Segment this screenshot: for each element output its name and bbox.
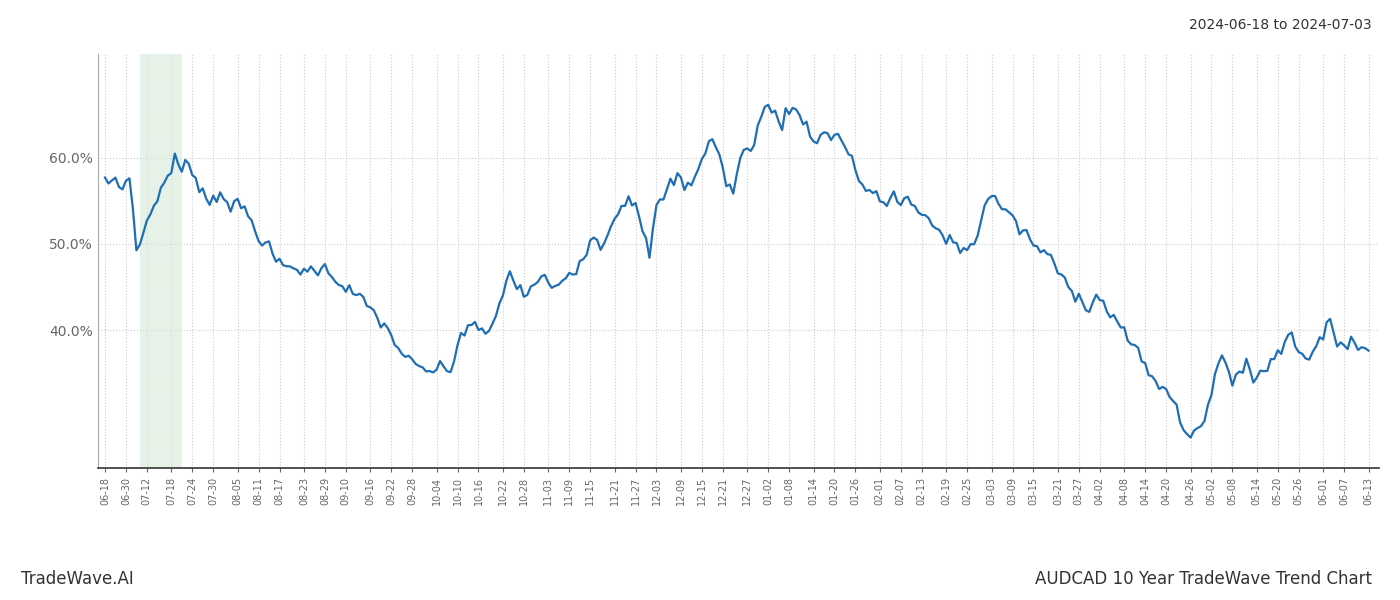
Text: 2024-06-18 to 2024-07-03: 2024-06-18 to 2024-07-03: [1190, 18, 1372, 32]
Bar: [140, 54, 182, 468]
Text: AUDCAD 10 Year TradeWave Trend Chart: AUDCAD 10 Year TradeWave Trend Chart: [1035, 570, 1372, 588]
Text: TradeWave.AI: TradeWave.AI: [21, 570, 134, 588]
